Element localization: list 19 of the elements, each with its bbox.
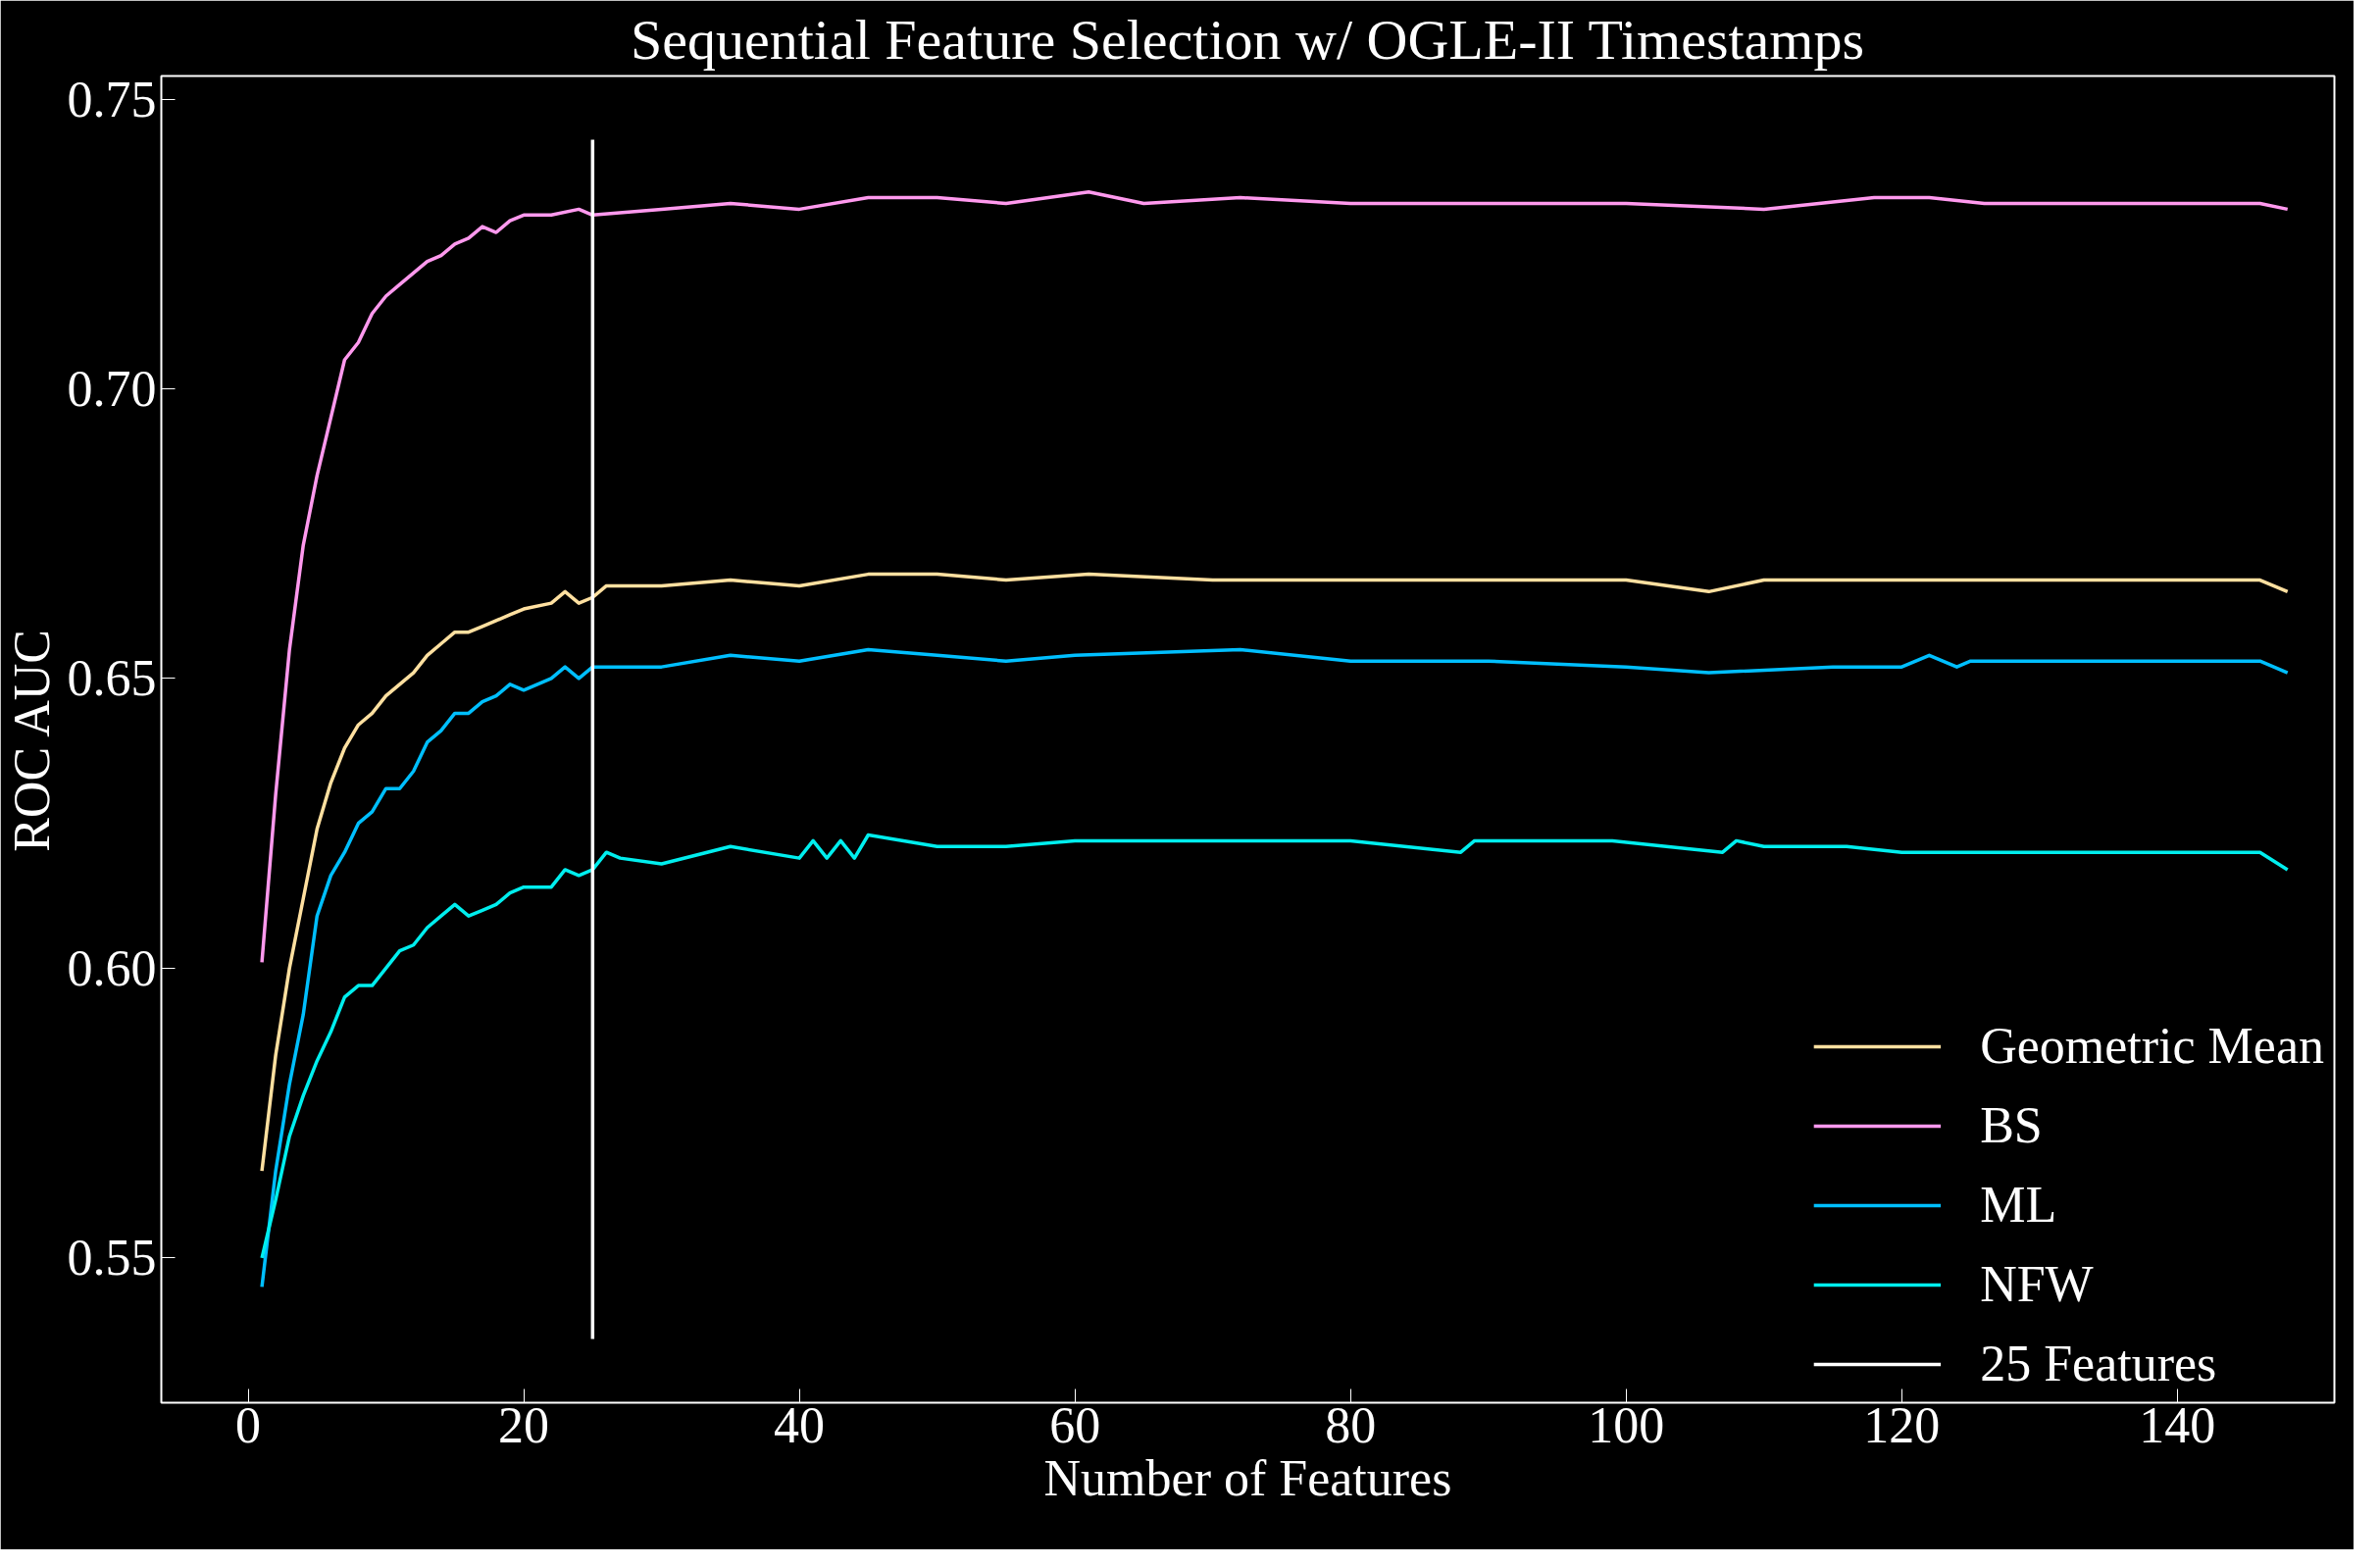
legend-label: ML bbox=[1980, 1176, 2057, 1234]
y-tick-label: 0.65 bbox=[67, 650, 157, 707]
y-tick-label: 0.75 bbox=[67, 71, 157, 127]
chart-title: Sequential Feature Selection w/ OGLE-II Timestamps bbox=[630, 7, 1865, 72]
line-series bbox=[260, 189, 2290, 965]
x-tick-label: 140 bbox=[2139, 1396, 2216, 1453]
y-axis-title: ROC AUC bbox=[3, 630, 60, 852]
y-tick-label: 0.55 bbox=[67, 1230, 157, 1287]
legend-label: 25 Features bbox=[1980, 1335, 2217, 1392]
x-tick-label: 20 bbox=[498, 1396, 550, 1453]
legend-label: BS bbox=[1980, 1096, 2043, 1154]
legend-label: Geometric Mean bbox=[1980, 1017, 2324, 1075]
x-tick-label: 100 bbox=[1588, 1396, 1665, 1453]
x-tick-label: 40 bbox=[774, 1396, 826, 1453]
y-tick-label: 0.60 bbox=[67, 939, 157, 996]
y-tick-label: 0.70 bbox=[67, 361, 157, 418]
x-tick-label: 0 bbox=[235, 1396, 262, 1453]
legend-label: NFW bbox=[1980, 1255, 2094, 1313]
x-tick-label: 120 bbox=[1863, 1396, 1941, 1453]
